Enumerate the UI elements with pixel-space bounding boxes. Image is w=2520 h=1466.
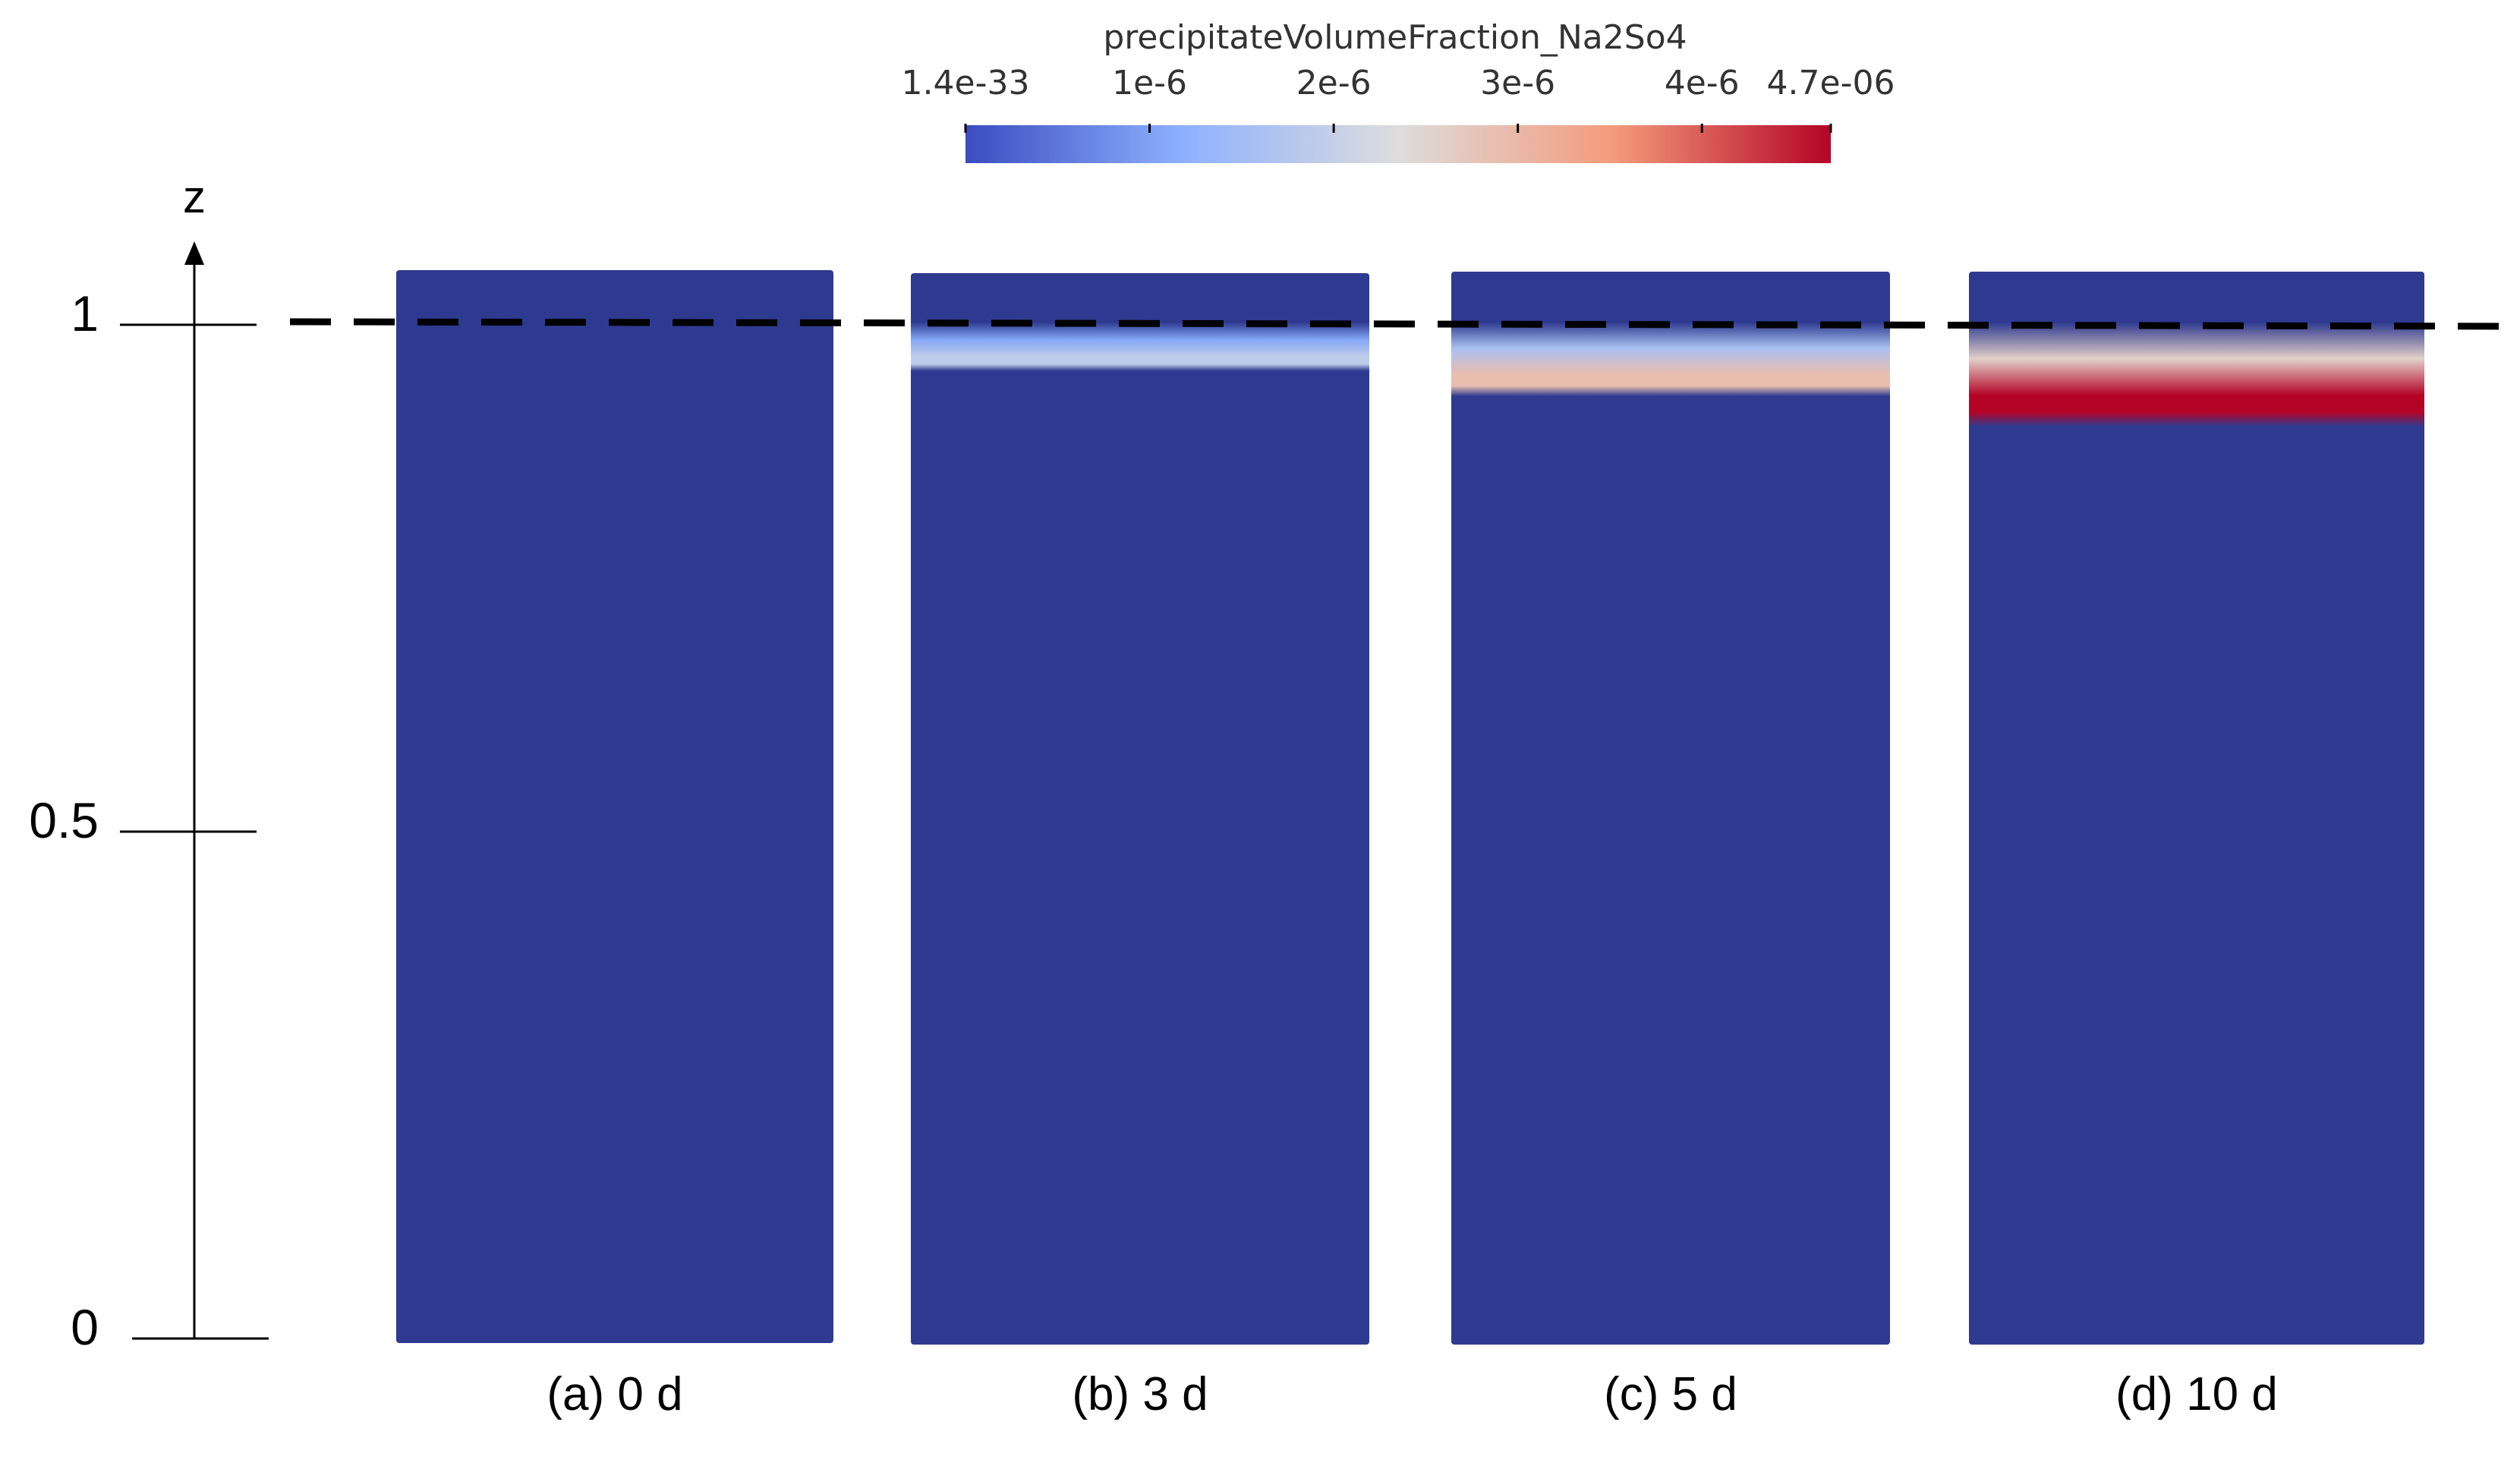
colorbar-ticks: 1.4e-33 1e-6 2e-6 3e-6 4e-6 4.7e-06 <box>902 64 1895 133</box>
colorbar-tick-label: 4e-6 <box>1665 64 1740 102</box>
panel-c: (c) 5 d <box>1451 272 1890 1420</box>
z-axis-ticks: 10.50 <box>29 285 269 1355</box>
colorbar-gradient <box>965 125 1831 163</box>
field-rect <box>1451 272 1890 1345</box>
panel-label: (c) 5 d <box>1604 1368 1737 1420</box>
z-axis-tick-label: 0.5 <box>29 792 99 848</box>
colorbar-tick-label: 2e-6 <box>1296 64 1372 102</box>
z-axis-tick-label: 0 <box>71 1299 99 1355</box>
panel-a: (a) 0 d <box>396 270 833 1420</box>
precipitate-band <box>1969 322 2424 427</box>
z-axis-label: z <box>183 171 206 222</box>
colorbar-tick-label: 3e-6 <box>1480 64 1555 102</box>
colorbar-title: precipitateVolumeFraction_Na2So4 <box>1103 18 1687 57</box>
field-rect <box>396 270 833 1343</box>
panel-label: (d) 10 d <box>2115 1368 2278 1420</box>
z-axis-arrowhead <box>184 241 204 265</box>
precipitate-band <box>911 322 1369 371</box>
colorbar-tick-label: 4.7e-06 <box>1767 64 1895 102</box>
colorbar-tick-label: 1.4e-33 <box>902 64 1030 102</box>
panels: (a) 0 d (b) 3 d (c) 5 d (d) 10 d <box>396 270 2424 1420</box>
field-rect <box>1969 272 2424 1345</box>
panel-d: (d) 10 d <box>1969 272 2424 1420</box>
panel-b: (b) 3 d <box>911 273 1369 1420</box>
colorbar-tick-label: 1e-6 <box>1112 64 1187 102</box>
panel-label: (a) 0 d <box>547 1368 682 1420</box>
panel-label: (b) 3 d <box>1072 1368 1208 1420</box>
precipitate-band <box>1451 322 1890 397</box>
field-rect <box>911 273 1369 1345</box>
z-axis-tick-label: 1 <box>71 285 99 341</box>
reference-dashed-line <box>289 318 2513 330</box>
colorbar: precipitateVolumeFraction_Na2So4 1.4e-33… <box>902 18 1895 163</box>
z-axis: 10.50 <box>29 241 269 1355</box>
